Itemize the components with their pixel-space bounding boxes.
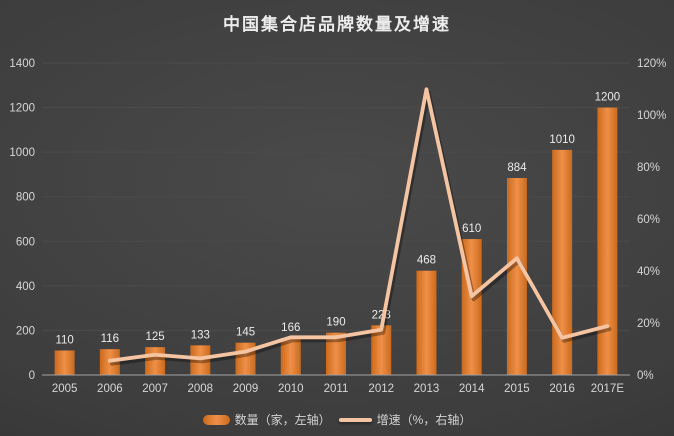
x-axis-tick: 2009 <box>233 383 259 395</box>
legend-item-growth: 增速（%，右轴） <box>338 411 472 428</box>
bar-series: 110 116 125 133 145 166 1902234686108841010120… <box>54 92 621 376</box>
bar-2011 <box>326 332 346 375</box>
y-axis-tick-left: 0 <box>29 370 35 382</box>
bar-label: 145 <box>236 327 255 339</box>
axes: 0 200 400 600 800 1000 1200 1400 0% 20% 40% 60% 80% 1… <box>9 58 666 395</box>
bar-2010 <box>280 338 301 375</box>
y-axis-tick-left: 600 <box>16 236 35 248</box>
legend: 数量（家，左轴） 增速（%，右轴） <box>0 411 674 428</box>
x-axis-tick: 2012 <box>368 383 394 395</box>
y-axis-tick-left: 1200 <box>9 103 35 115</box>
y-axis-tick-left: 1400 <box>9 58 35 70</box>
y-axis-tick-right: 0% <box>637 370 654 382</box>
x-axis-tick: 2011 <box>324 383 349 395</box>
y-axis-tick-left: 200 <box>16 325 35 337</box>
bar-label: 110 <box>55 334 73 346</box>
line-series <box>107 87 612 366</box>
bar-label: 133 <box>191 329 210 341</box>
y-axis-tick-left: 800 <box>16 192 35 204</box>
bar-label: 1010 <box>549 134 575 146</box>
legend-label-growth: 增速（%，右轴） <box>376 413 472 427</box>
bar-2012 <box>371 325 392 375</box>
gridlines <box>42 62 630 331</box>
y-axis-tick-right: 40% <box>637 266 660 278</box>
y-axis-tick-left: 1000 <box>9 147 35 159</box>
x-axis-tick: 2010 <box>278 383 304 395</box>
legend-item-quantity: 数量（家，左轴） <box>202 411 331 428</box>
bar-label: 468 <box>417 255 436 267</box>
chart-title: 中国集合店品牌数量及增速 <box>223 15 451 34</box>
y-axis-tick-right: 120% <box>637 58 666 70</box>
bar-label: 116 <box>101 333 119 345</box>
bar-label: 1200 <box>595 92 621 104</box>
x-axis-tick: 2007 <box>142 383 168 395</box>
line-series-swatch-icon <box>338 417 372 422</box>
bar-label: 125 <box>145 331 164 343</box>
x-axis-tick: 2016 <box>549 383 575 395</box>
bar-label: 190 <box>326 317 345 329</box>
y-axis-tick-left: 400 <box>16 281 35 293</box>
bar-label: 166 <box>281 322 300 334</box>
y-axis-tick-right: 100% <box>637 110 666 122</box>
legend-label-quantity: 数量（家，左轴） <box>234 413 331 427</box>
x-axis-tick: 2013 <box>414 383 440 395</box>
x-axis-tick: 2017E <box>591 383 625 395</box>
bar-series-swatch-icon <box>202 414 230 425</box>
growth-line-shadow <box>109 90 612 366</box>
bar-2016 <box>552 149 573 375</box>
x-axis-tick: 2015 <box>504 383 530 395</box>
bar-2013 <box>416 270 437 375</box>
y-axis-tick-right: 60% <box>637 214 660 226</box>
x-axis-tick: 2014 <box>459 383 485 395</box>
x-axis-tick: 2006 <box>97 383 123 395</box>
bar-2007 <box>145 347 166 375</box>
x-axis-tick: 2008 <box>188 383 214 395</box>
bar-2005 <box>54 350 75 375</box>
bar-label: 884 <box>507 162 527 174</box>
y-axis-tick-right: 80% <box>637 162 660 174</box>
bar-2015 <box>506 177 527 375</box>
x-axis-tick: 2005 <box>52 383 78 395</box>
bar-label: 610 <box>462 223 481 235</box>
growth-line <box>107 87 610 363</box>
y-axis-tick-right: 20% <box>637 318 660 330</box>
bar-2017E <box>597 107 618 376</box>
